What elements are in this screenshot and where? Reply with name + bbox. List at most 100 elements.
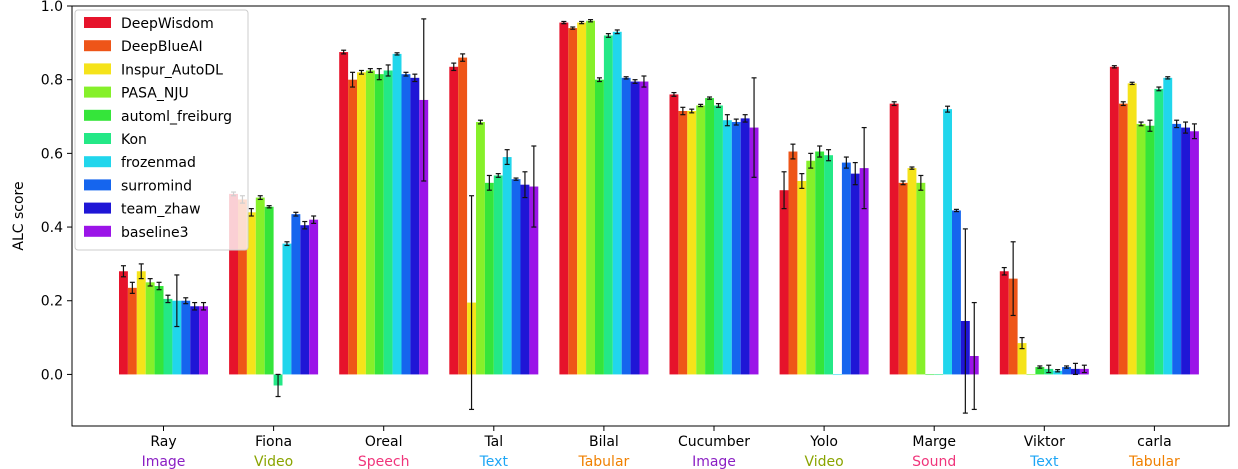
legend-box (74, 9, 249, 251)
x-modality-label: Text (1029, 454, 1059, 469)
bar-deepblueai-cucumber (678, 111, 688, 375)
bar-surromind-ray (181, 300, 191, 375)
bar-deepwisdom-marge (889, 103, 899, 375)
bar-automl_freiburg-tal (484, 182, 494, 375)
x-axis-ticks: Ray Image Fiona Video Oreal Speech Tal Text Bila… (142, 426, 1180, 469)
y-tick-label: 0.6 (41, 146, 63, 162)
bar-inspur_autodl-marge (907, 168, 917, 375)
x-category-label: Tal (483, 434, 503, 450)
plot-frame (71, 5, 1230, 427)
bar-deepblueai-tal (458, 57, 468, 375)
bar-surromind-fiona (291, 214, 301, 375)
bar-inspur_autodl-bilal (577, 22, 587, 375)
bar-automl_freiburg-cucumber (705, 98, 714, 375)
y-tick-label: 0.2 (41, 294, 63, 310)
x-category-label: Ray (150, 434, 176, 450)
bar-surromind-carla (1172, 123, 1182, 375)
bar-team_zhaw-yolo (850, 173, 860, 375)
bar-deepblueai-yolo (788, 151, 798, 375)
x-modality-label: Video (254, 454, 293, 469)
y-tick-label: 0.8 (41, 73, 63, 89)
legend-entry-label: frozenmad (121, 155, 196, 171)
bar-deepwisdom-carla (1109, 66, 1119, 375)
bar-pasa_nju-bilal (586, 20, 595, 375)
bar-pasa_nju-fiona (255, 197, 265, 375)
legend-swatch (84, 133, 111, 144)
error-bars-group (120, 18, 1197, 414)
y-tick-label: 0.0 (41, 367, 63, 383)
bar-inspur_autodl-ray (136, 271, 146, 375)
bar-inspur_autodl-yolo (797, 181, 807, 375)
bar-pasa_nju-yolo (806, 160, 816, 375)
bar-team_zhaw-bilal (630, 81, 640, 375)
bar-baseline3-ray (199, 306, 208, 375)
bar-pasa_nju-cucumber (696, 105, 706, 375)
bar-deepwisdom-viktor (999, 271, 1009, 375)
legend-entry-label: automl_freiburg (121, 109, 232, 125)
bar-kon-carla (1154, 88, 1164, 375)
bar-inspur_autodl-oreal (357, 72, 366, 375)
x-category-label: Fiona (255, 434, 292, 450)
x-modality-label: Image (142, 454, 186, 469)
bar-pasa_nju-marge (916, 182, 926, 375)
bar-deepblueai-viktor (1008, 278, 1018, 375)
legend-swatch (84, 156, 111, 168)
legend-swatch (84, 109, 111, 121)
bar-baseline3-bilal (639, 81, 649, 375)
bar-frozenmad-marge (943, 109, 952, 375)
legend-swatch (84, 17, 111, 28)
bar-deepwisdom-oreal (339, 52, 349, 375)
bar-surromind-marge (952, 210, 961, 375)
bar-kon-bilal (603, 35, 613, 375)
legend-entry-label: team_zhaw (121, 202, 201, 218)
bar-deepwisdom-yolo (779, 190, 789, 375)
bar-deepblueai-bilal (568, 28, 578, 375)
bar-kon-yolo (824, 155, 833, 375)
bar-frozenmad-viktor (1053, 370, 1063, 375)
bar-automl_freiburg-ray (154, 286, 164, 375)
bar-frozenmad-fiona (282, 243, 292, 375)
bar-frozenmad-bilal (612, 31, 622, 375)
legend-swatch (84, 179, 111, 191)
bar-deepwisdom-fiona (229, 193, 238, 375)
bar-kon-cucumber (714, 105, 723, 375)
x-category-label: Cucumber (678, 434, 750, 450)
legend: DeepWisdom DeepBlueAI Inspur_AutoDL PASA_NJ… (74, 9, 249, 251)
bar-team_zhaw-cucumber (740, 118, 750, 375)
bar-kon-ray (163, 298, 173, 375)
bar-team_zhaw-fiona (300, 225, 310, 375)
x-modality-label: Image (692, 454, 736, 469)
bar-automl_freiburg-viktor (1035, 367, 1045, 375)
x-category-label: carla (1137, 434, 1172, 450)
bar-baseline3-yolo (859, 168, 869, 375)
legend-entry-label: DeepBlueAI (121, 39, 203, 55)
bar-inspur_autodl-viktor (1017, 343, 1027, 375)
bar-pasa_nju-carla (1136, 123, 1146, 375)
bar-baseline3-oreal (419, 99, 429, 375)
bar-surromind-viktor (1062, 367, 1071, 375)
bar-automl_freiburg-fiona (264, 206, 274, 375)
y-tick-label: 1.0 (41, 0, 63, 15)
legend-swatch (84, 225, 111, 237)
x-category-label: Yolo (809, 434, 838, 450)
bar-deepwisdom-tal (449, 66, 459, 375)
bar-kon-tal (493, 175, 503, 375)
x-modality-label: Video (804, 454, 843, 469)
x-modality-label: Tabular (1128, 454, 1180, 469)
bar-pasa_nju-ray (145, 282, 155, 375)
bar-inspur_autodl-carla (1127, 83, 1137, 375)
x-modality-label: Tabular (577, 454, 629, 469)
bar-baseline3-cucumber (749, 127, 759, 375)
bar-frozenmad-tal (502, 157, 512, 375)
bar-kon-marge (934, 374, 944, 376)
bar-surromind-tal (511, 179, 521, 375)
y-tick-label: 0.4 (41, 220, 63, 236)
bar-team_zhaw-oreal (410, 77, 420, 375)
legend-entry-label: surromind (121, 178, 192, 194)
legend-swatch (84, 40, 111, 52)
bar-frozenmad-yolo (833, 374, 842, 376)
bar-team_zhaw-carla (1181, 127, 1190, 375)
bar-team_zhaw-tal (520, 184, 530, 375)
bar-baseline3-carla (1190, 131, 1199, 375)
